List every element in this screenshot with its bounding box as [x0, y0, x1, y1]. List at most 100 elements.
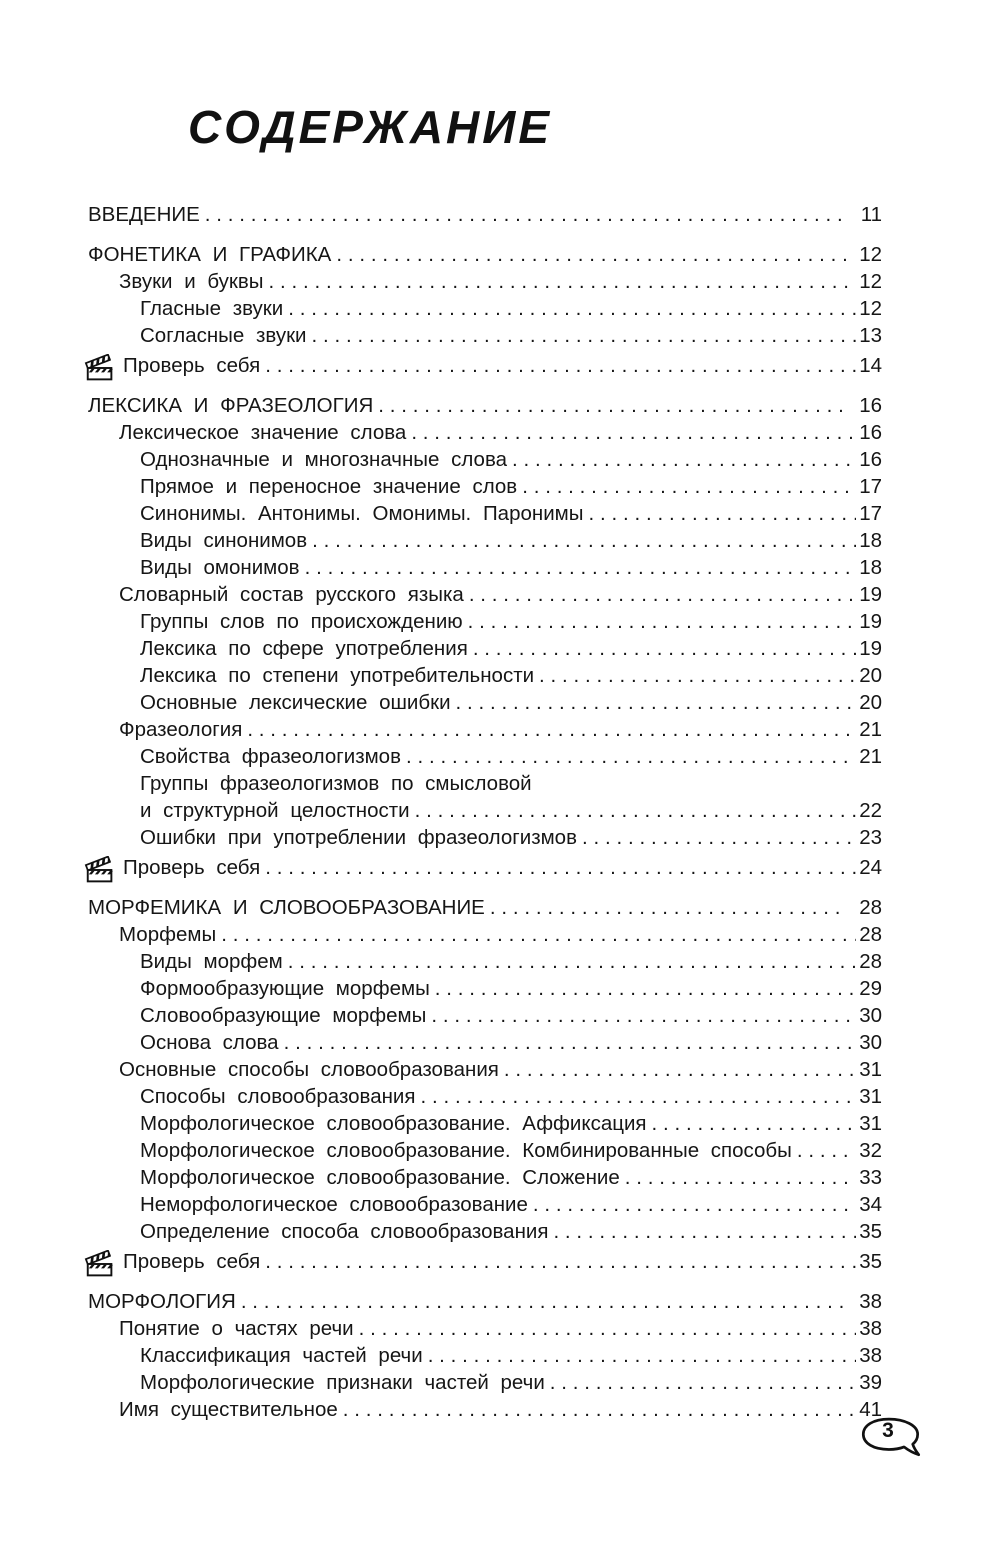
toc-entry-label: ФОНЕТИКА И ГРАФИКА [88, 243, 332, 266]
toc-entry-label: ЛЕКСИКА И ФРАЗЕОЛОГИЯ [88, 394, 374, 417]
dot-leader [504, 1058, 856, 1082]
toc-section-row: МОРФОЛОГИЯ 38 [88, 1290, 882, 1317]
toc-entry-label: МОРФОЛОГИЯ [88, 1290, 236, 1313]
clapperboard-icon [84, 855, 118, 884]
toc-row: Морфологическое словообразование. Сложен… [88, 1166, 882, 1193]
toc-section-row: МОРФЕМИКА И СЛОВООБРАЗОВАНИЕ 28 [88, 896, 882, 923]
toc-entry-page: 38 [859, 1344, 882, 1367]
toc-entry-page: 18 [859, 556, 882, 579]
toc-row: Словообразующие морфемы 30 [88, 1004, 882, 1031]
dot-leader [522, 475, 856, 499]
toc-entry-label: Морфологические признаки частей речи [140, 1371, 545, 1394]
toc-row: Классификация частей речи 38 [88, 1344, 882, 1371]
toc-entry-label: Однозначные и многозначные слова [140, 448, 508, 471]
toc-entry-page: 38 [859, 1317, 882, 1340]
dot-leader [343, 1398, 856, 1422]
dot-leader [473, 637, 856, 661]
toc-entry-label: Словарный состав русского языка [119, 583, 464, 606]
toc-entry-label: Виды омонимов [140, 556, 300, 579]
toc-entry-label: Звуки и буквы [119, 270, 264, 293]
toc-entry-page: 18 [859, 529, 882, 552]
toc-entry-page: 31 [859, 1058, 882, 1081]
dot-leader [589, 502, 857, 526]
dot-leader [265, 856, 856, 880]
toc-entry-page: 32 [859, 1139, 882, 1162]
toc-entry-label: Проверь себя [123, 1250, 261, 1273]
toc-entry-page: 12 [859, 243, 882, 266]
toc-entry-page: 34 [859, 1193, 882, 1216]
toc-entry-page: 30 [859, 1004, 882, 1027]
toc-entry-label: и структурной целостности [140, 799, 410, 822]
toc-section-row: ВВЕДЕНИЕ 11 [88, 203, 882, 230]
toc-row: Виды синонимов 18 [88, 529, 882, 556]
toc-entry-label: Лексика по сфере употребления [140, 637, 468, 660]
toc-row: Прямое и переносное значение слов 17 [88, 475, 882, 502]
dot-leader [539, 664, 856, 688]
toc-entry-page: 29 [859, 977, 882, 1000]
toc-entry-page: 16 [859, 394, 882, 417]
toc-entry-page: 33 [859, 1166, 882, 1189]
toc-entry-label: Согласные звуки [140, 324, 307, 347]
toc-entry-page: 21 [859, 718, 882, 741]
dot-leader [288, 297, 856, 321]
toc-entry-page: 35 [859, 1250, 882, 1273]
page-number: 3 [882, 1419, 894, 1442]
toc-row: Лексика по степени употребительности 20 [88, 664, 882, 691]
toc-row: Виды морфем 28 [88, 950, 882, 977]
dot-leader [512, 448, 856, 472]
toc-entry-page: 28 [859, 896, 882, 919]
toc-entry-label: Имя существительное [119, 1398, 338, 1421]
toc-entry-label: Основные способы словообразования [119, 1058, 499, 1081]
toc-entry-label: Морфемы [119, 923, 217, 946]
toc-entry-label: Проверь себя [123, 354, 261, 377]
dot-leader [431, 1004, 856, 1028]
page-number-bubble: 3 [858, 1416, 924, 1462]
toc-entry-page: 17 [859, 475, 882, 498]
toc-row: Согласные звуки 13 [88, 324, 882, 351]
toc-row: Имя существительное 41 [88, 1398, 882, 1425]
toc-check-yourself-row: Проверь себя 35 [84, 1249, 882, 1277]
toc-row: Словарный состав русского языка 19 [88, 583, 882, 610]
toc-row: Морфологическое словообразование. Комбин… [88, 1139, 882, 1166]
toc-row: Синонимы. Антонимы. Омонимы. Паронимы 17 [88, 502, 882, 529]
toc-entry-page: 19 [859, 583, 882, 606]
toc-entry-label: Группы слов по происхождению [140, 610, 463, 633]
toc-entry-label: Неморфологическое словообразование [140, 1193, 528, 1216]
dot-leader [469, 583, 856, 607]
dot-leader [312, 529, 856, 553]
toc-entry-label: Виды морфем [140, 950, 283, 973]
dot-leader [312, 324, 857, 348]
toc-entry-label: Гласные звуки [140, 297, 284, 320]
toc-entry-page: 39 [859, 1371, 882, 1394]
toc-row: Понятие о частях речи 38 [88, 1317, 882, 1344]
toc-entry-page: 24 [859, 856, 882, 879]
toc-row: Лексическое значение слова 16 [88, 421, 882, 448]
toc-entry-page: 31 [859, 1085, 882, 1108]
dot-leader [288, 950, 856, 974]
page-title: СОДЕРЖАНИЕ [187, 101, 553, 153]
dot-leader [468, 610, 857, 634]
dot-leader [378, 394, 848, 418]
toc-entry-page: 20 [859, 664, 882, 687]
dot-leader [265, 354, 856, 378]
toc-section-row: ЛЕКСИКА И ФРАЗЕОЛОГИЯ 16 [88, 394, 882, 421]
toc-entry-label: Морфологическое словообразование. Комбин… [140, 1139, 792, 1162]
clapperboard-icon [84, 1249, 118, 1278]
toc-entry-label: ВВЕДЕНИЕ [88, 203, 200, 226]
toc-entry-label: Проверь себя [123, 856, 261, 879]
toc-entry-page: 19 [859, 637, 882, 660]
toc-row: Гласные звуки 12 [88, 297, 882, 324]
toc-entry-label: Группы фразеологизмов по смысловой [140, 772, 532, 795]
dot-leader [265, 1250, 856, 1274]
toc-entry-page: 35 [859, 1220, 882, 1243]
toc-check-yourself-row: Проверь себя 24 [84, 855, 882, 883]
dot-leader [456, 691, 857, 715]
toc-entry-page: 30 [859, 1031, 882, 1054]
dot-leader [420, 1085, 856, 1109]
toc-section-row: ФОНЕТИКА И ГРАФИКА 12 [88, 243, 882, 270]
toc-entry-label: Синонимы. Антонимы. Омонимы. Паронимы [140, 502, 584, 525]
toc-entry-label: Основа слова [140, 1031, 279, 1054]
toc-row: Определение способа словообразования 35 [88, 1220, 882, 1247]
toc-entry-page: 20 [859, 691, 882, 714]
